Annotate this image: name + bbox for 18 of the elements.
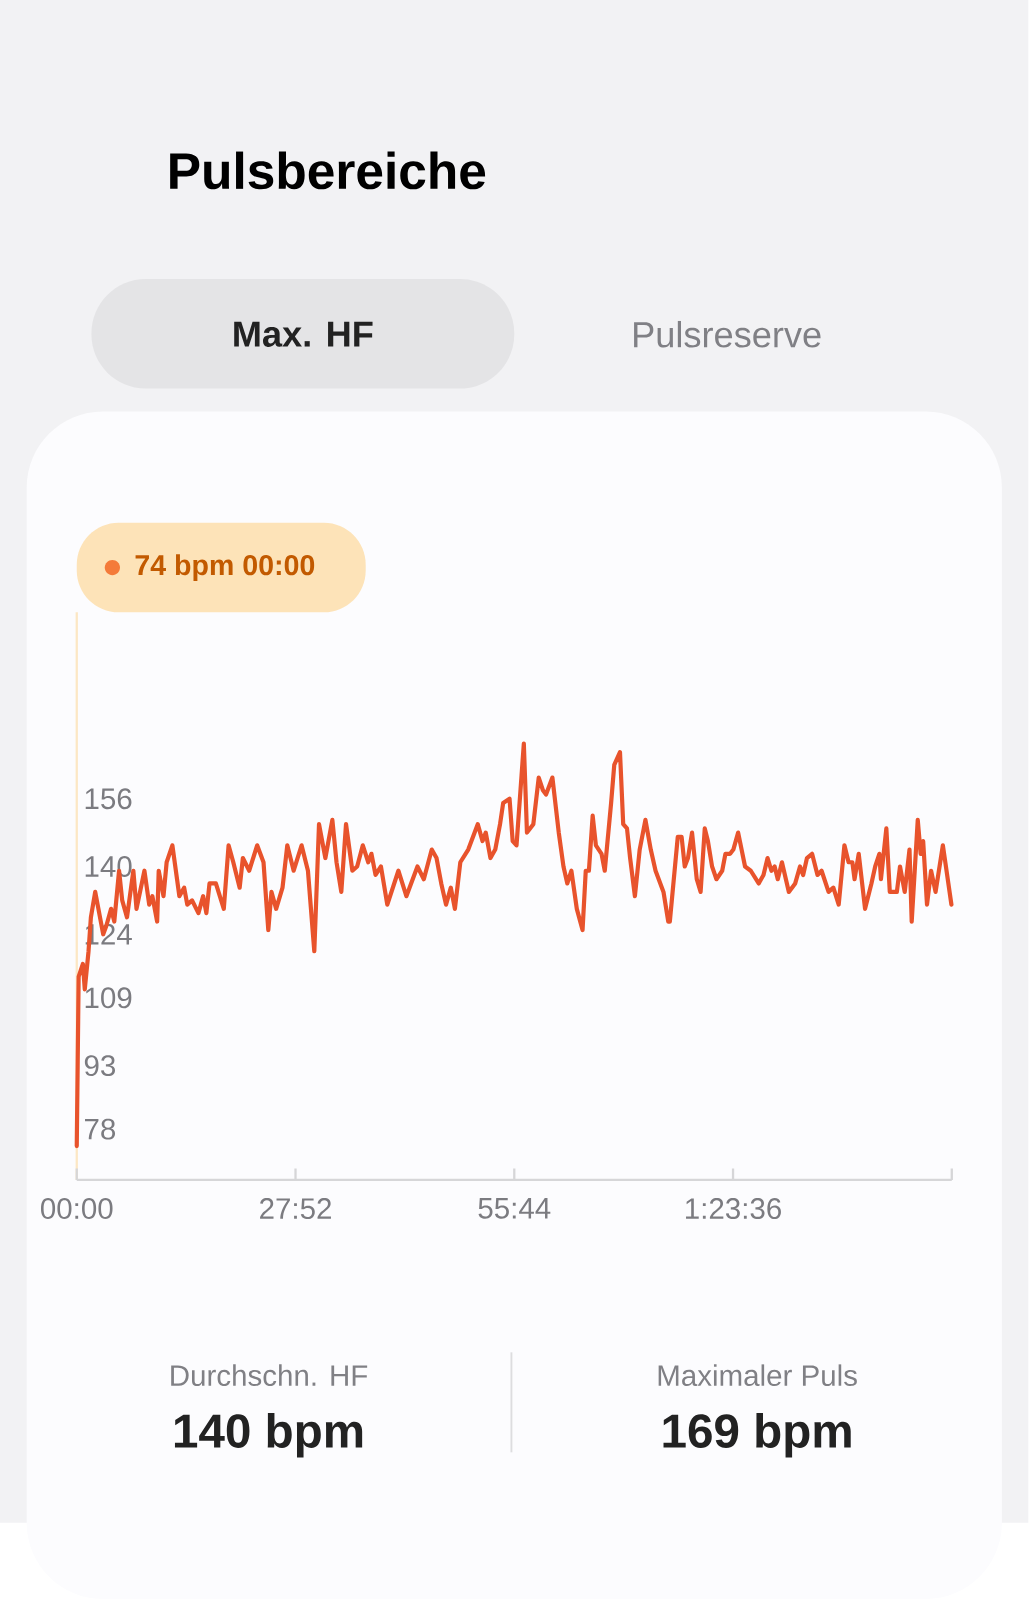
- x-tick-label: 55:44: [478, 1198, 551, 1219]
- text: 140 bpm: [175, 1413, 363, 1458]
- text: 169 bpm: [663, 1413, 851, 1458]
- y-tick-label: 93: [85, 1055, 116, 1077]
- y-tick-label: 140: [85, 856, 132, 877]
- text: Pulsreserve: [634, 320, 821, 348]
- text: Maximaler Puls: [658, 1364, 858, 1387]
- x-tick-label: 27:52: [260, 1198, 332, 1220]
- x-tick-label: 1:23:36: [686, 1198, 782, 1220]
- text: 74 bpm 00:00: [135, 554, 315, 581]
- chart-title: Pulsbereiche: [170, 151, 486, 190]
- x-tick-label: 00:00: [41, 1198, 113, 1220]
- y-tick-label: 156: [85, 788, 132, 810]
- text: Durchschn. HF: [171, 1364, 368, 1387]
- text: Max. HF: [234, 321, 373, 347]
- y-tick-label: 78: [85, 1118, 116, 1140]
- y-tick-label: 109: [85, 987, 132, 1009]
- line-series: [74, 741, 954, 1149]
